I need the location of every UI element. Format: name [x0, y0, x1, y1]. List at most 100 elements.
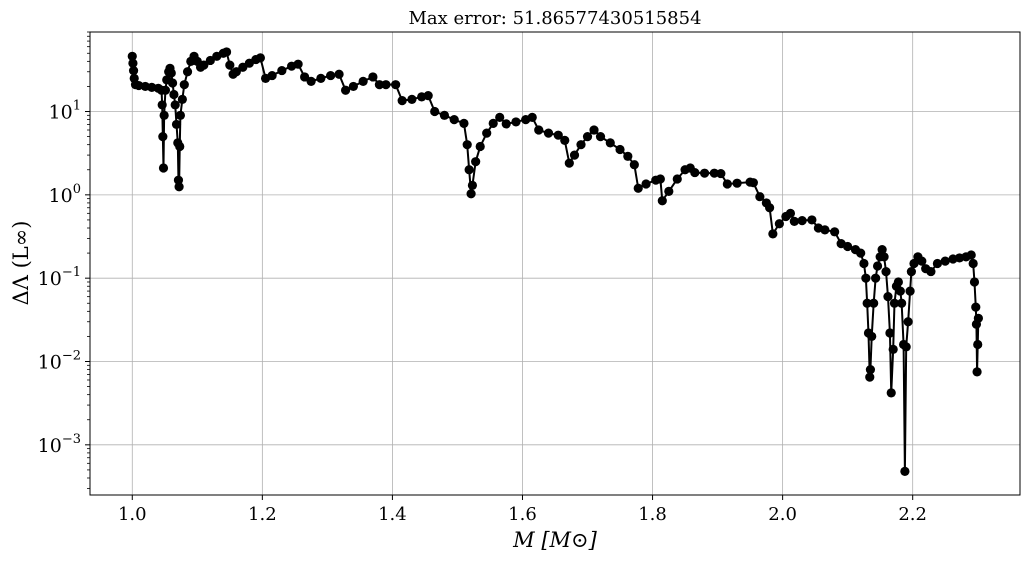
data-point — [527, 112, 537, 122]
data-point — [968, 258, 978, 269]
data-point — [160, 85, 171, 95]
plot-area-frame — [89, 31, 1021, 496]
data-point — [300, 72, 310, 82]
data-point — [166, 68, 176, 78]
data-point — [340, 85, 351, 95]
data-point — [716, 168, 726, 179]
data-point — [430, 106, 440, 117]
data-point — [903, 317, 913, 327]
data-point — [709, 168, 719, 178]
data-point — [897, 298, 907, 308]
data-point — [605, 138, 615, 148]
data-point — [267, 70, 277, 81]
data-point — [182, 67, 193, 77]
data-point — [973, 313, 983, 323]
data-point — [174, 182, 184, 192]
data-point — [423, 91, 433, 101]
data-point — [564, 158, 574, 168]
data-point — [358, 76, 368, 86]
data-point — [157, 100, 167, 110]
data-point — [368, 72, 378, 82]
data-point — [553, 130, 563, 140]
data-point — [732, 178, 742, 188]
data-point — [641, 179, 651, 189]
data-point — [569, 150, 580, 160]
data-point — [932, 258, 943, 269]
data-point — [595, 132, 606, 142]
data-point — [895, 286, 905, 296]
data-point — [872, 261, 883, 271]
data-point — [789, 216, 799, 227]
data-point — [348, 81, 358, 92]
data-point — [171, 119, 182, 130]
data-point — [475, 141, 485, 152]
data-point — [511, 117, 521, 127]
x-tick-label: 1.6 — [508, 504, 537, 525]
data-point — [893, 277, 903, 287]
data-point — [869, 298, 879, 308]
data-point — [966, 250, 976, 260]
data-point — [830, 227, 840, 237]
data-point — [221, 47, 232, 57]
data-point — [471, 157, 481, 167]
data-point — [940, 256, 950, 266]
data-point — [381, 80, 391, 90]
data-point — [905, 286, 915, 296]
data-point — [969, 277, 980, 287]
data-point — [657, 196, 667, 206]
data-point — [167, 78, 178, 88]
data-point — [501, 119, 511, 129]
data-point — [926, 266, 936, 277]
data-point — [785, 208, 796, 218]
data-point — [774, 219, 784, 229]
data-point — [807, 215, 817, 225]
data-point — [225, 60, 235, 70]
data-point — [797, 216, 807, 226]
data-series — [127, 47, 983, 476]
data-point — [560, 135, 570, 146]
data-point — [862, 298, 872, 308]
data-point — [589, 125, 599, 135]
data-point — [439, 110, 450, 120]
y-tick-label: 10−1 — [38, 265, 81, 290]
data-point — [886, 388, 896, 398]
data-point — [820, 225, 830, 235]
data-point — [334, 69, 344, 79]
y-axis-label: ΔΛ (L∞) — [9, 221, 33, 306]
data-point — [861, 273, 871, 283]
data-point — [901, 342, 911, 352]
data-point — [128, 58, 138, 68]
data-point — [765, 203, 775, 213]
data-point — [488, 118, 498, 128]
data-point — [374, 80, 385, 90]
data-point — [755, 192, 765, 202]
data-point — [900, 466, 910, 476]
data-point — [205, 55, 215, 66]
data-point — [971, 302, 981, 312]
data-point — [906, 266, 916, 277]
data-point — [867, 331, 877, 342]
data-point — [459, 118, 469, 128]
chart-title: Max error: 51.86577430515854 — [408, 8, 701, 29]
data-point — [889, 298, 900, 308]
data-point — [877, 245, 887, 255]
data-point — [543, 128, 554, 138]
data-point — [615, 144, 625, 155]
data-point — [883, 292, 893, 302]
data-point — [768, 229, 778, 239]
data-point — [175, 110, 185, 120]
data-point — [859, 258, 869, 269]
data-point — [871, 273, 881, 283]
data-point — [159, 110, 169, 120]
data-point — [888, 344, 898, 354]
y-tick-label: 100 — [49, 182, 81, 207]
data-point — [664, 186, 674, 196]
data-point — [879, 252, 889, 262]
data-point — [170, 100, 180, 110]
data-point — [464, 165, 474, 175]
data-point — [128, 65, 139, 76]
y-tick-label: 10−2 — [38, 349, 81, 374]
data-point — [158, 132, 168, 142]
data-point — [255, 53, 265, 63]
